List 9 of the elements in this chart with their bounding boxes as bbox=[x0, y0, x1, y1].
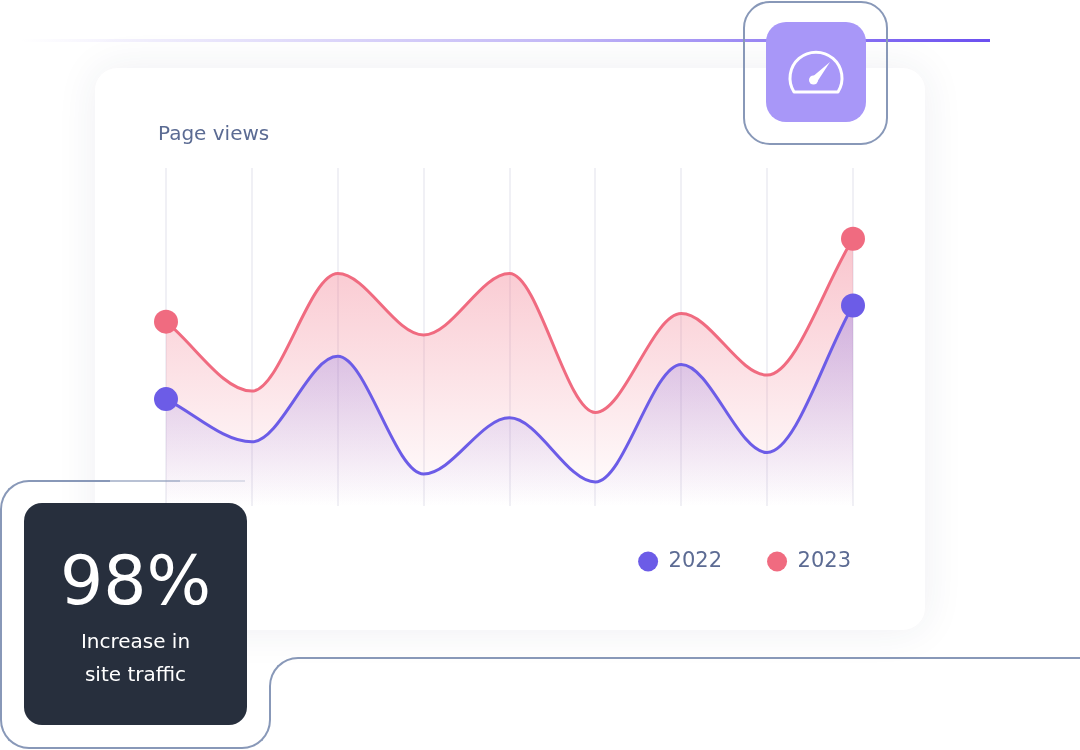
point bbox=[841, 293, 865, 318]
legend-label: 2023 bbox=[797, 547, 852, 572]
legend-label: 2022 bbox=[668, 547, 723, 572]
text: 98% bbox=[59, 541, 212, 620]
point bbox=[154, 309, 178, 334]
point bbox=[154, 387, 178, 412]
chart-title: Page views bbox=[158, 120, 270, 146]
text: Increase in site traffic bbox=[79, 628, 192, 688]
point bbox=[841, 226, 865, 251]
